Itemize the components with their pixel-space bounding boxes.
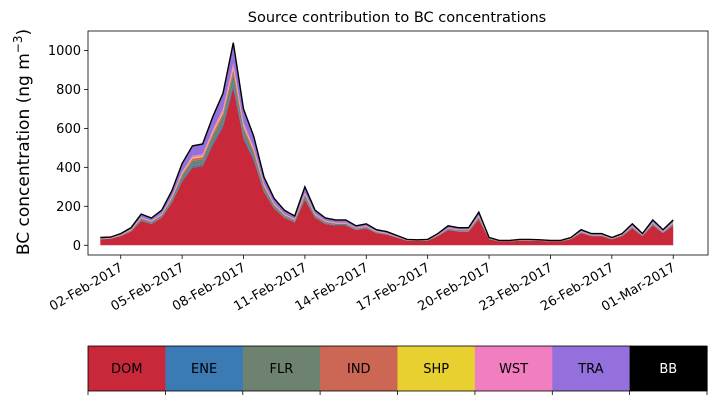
plot-frame	[87, 30, 709, 256]
y-tick-label: 200	[56, 200, 81, 215]
legend-colorbar: DOM ENE FLR IND SHP WST TRA BB	[87, 345, 708, 395]
chart-title: Source contribution to BC concentrations	[248, 10, 546, 26]
y-tick-label: 800	[56, 83, 81, 98]
legend-swatch-dom	[88, 346, 166, 391]
y-tick-label: 0	[73, 239, 81, 254]
y-tick-label: 600	[56, 122, 81, 137]
legend-label-shp: SHP	[423, 362, 449, 377]
legend-swatch-flr	[242, 346, 321, 391]
y-axis-label: BC concentration (ng m−3)	[11, 29, 34, 255]
y-axis-label-exponent: −3	[11, 35, 25, 53]
y-tick-label: 400	[56, 161, 81, 176]
legend-swatch-ind	[320, 346, 399, 391]
legend-swatch-wst	[474, 346, 553, 391]
y-axis-label-main: BC concentration (ng m	[14, 53, 34, 255]
legend-label-wst: WST	[499, 362, 528, 377]
legend-swatch-shp	[397, 346, 476, 391]
legend-swatch-ene	[165, 346, 244, 391]
x-axis: 02-Feb-201705-Feb-201708-Feb-201711-Feb-…	[47, 255, 678, 315]
legend-label-flr: FLR	[270, 362, 294, 377]
legend-label-tra: TRA	[577, 362, 603, 377]
y-axis-label-close: )	[14, 29, 34, 36]
stacked-areas	[100, 42, 674, 246]
legend-swatch-tra	[552, 346, 631, 391]
legend-swatch-bb	[629, 346, 708, 391]
legend-label-dom: DOM	[111, 362, 142, 377]
y-tick-label: 1000	[48, 44, 81, 59]
legend-label-ene: ENE	[191, 362, 217, 377]
legend-label-bb: BB	[659, 362, 677, 377]
y-axis: 0 200 400 600 800 1000	[48, 44, 88, 254]
area-dom	[100, 87, 674, 246]
total-line	[100, 42, 674, 242]
legend-label-ind: IND	[347, 362, 371, 377]
total-line-group	[100, 42, 674, 242]
